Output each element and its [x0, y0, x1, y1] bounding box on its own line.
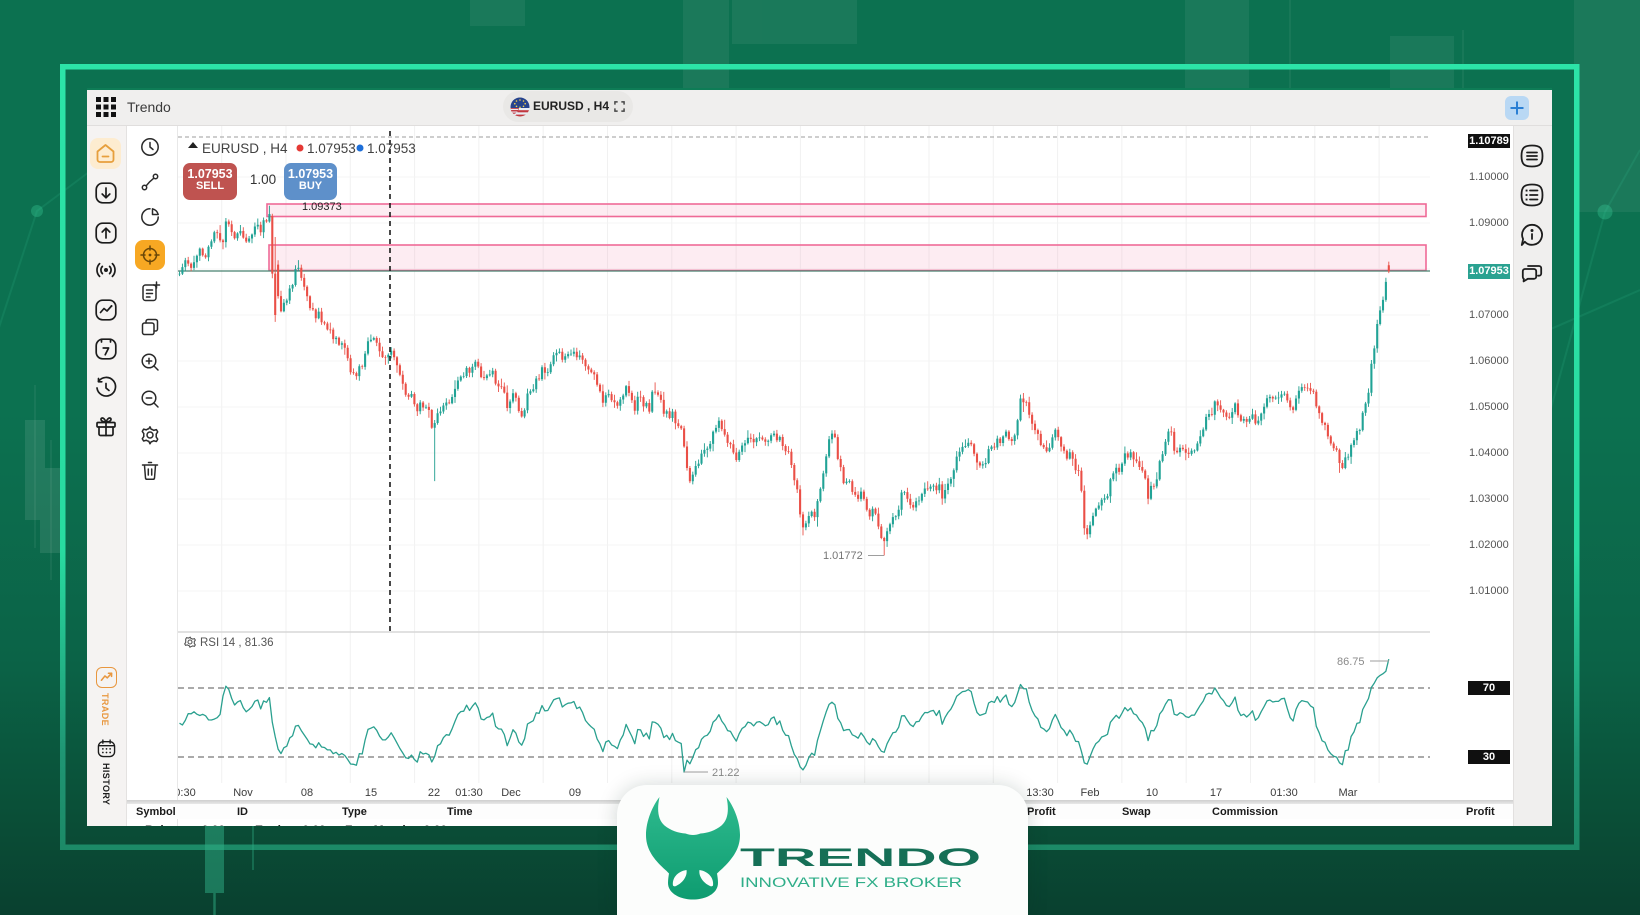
svg-text:RSI 14 , 81.36: RSI 14 , 81.36	[200, 637, 274, 649]
svg-text:TRENDO: TRENDO	[740, 844, 981, 872]
svg-text:EURUSD , H4: EURUSD , H4	[202, 141, 288, 156]
svg-text:15: 15	[365, 787, 377, 799]
svg-text:0:30: 0:30	[178, 787, 196, 799]
svg-text:1.07953: 1.07953	[307, 141, 356, 156]
svg-text:Feb: Feb	[1081, 787, 1100, 799]
svg-text:10: 10	[1146, 787, 1158, 799]
svg-text:17: 17	[1210, 787, 1222, 799]
svg-text:INNOVATIVE FX BROKER: INNOVATIVE FX BROKER	[740, 875, 962, 890]
svg-text:86.75: 86.75	[1337, 656, 1365, 668]
svg-text:01:30: 01:30	[1270, 787, 1298, 799]
svg-text:1.07953: 1.07953	[367, 141, 416, 156]
svg-text:1.09373: 1.09373	[302, 201, 342, 213]
svg-text:08: 08	[301, 787, 313, 799]
svg-text:Dec: Dec	[501, 787, 521, 799]
svg-text:13:30: 13:30	[1026, 787, 1054, 799]
svg-text:Mar: Mar	[1339, 787, 1358, 799]
svg-text:21.22: 21.22	[712, 767, 740, 779]
svg-text:Nov: Nov	[233, 787, 253, 799]
svg-text:01:30: 01:30	[455, 787, 483, 799]
svg-text:22: 22	[428, 787, 440, 799]
svg-text:09: 09	[569, 787, 581, 799]
svg-text:1.01772: 1.01772	[823, 550, 863, 562]
